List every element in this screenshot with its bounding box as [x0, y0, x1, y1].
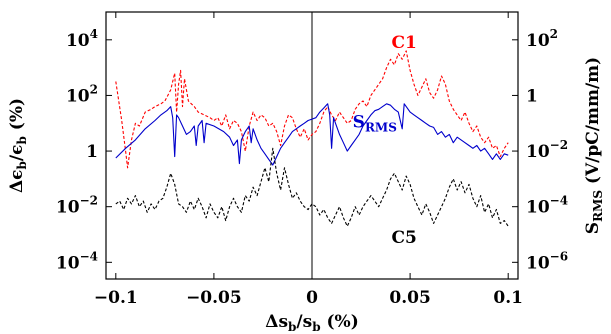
tick-base: 10: [66, 31, 90, 51]
y-left-tick-label: 10−4: [56, 249, 98, 273]
yl-label-mid: /ϵ: [7, 145, 27, 162]
x-label-end: (%): [321, 312, 359, 332]
tick-layer: −0.1 −0.05 0 0.05 0.110−410−2110210410−610−4…: [56, 12, 568, 308]
series-label-s: SRMS: [353, 112, 397, 134]
yl-label-sub2: b: [15, 136, 29, 144]
tick-exponent: −6: [550, 249, 568, 263]
tick-exponent: −4: [550, 194, 568, 208]
x-tick-label: −0.1: [94, 288, 138, 308]
tick-exponent: −2: [80, 194, 98, 208]
tick-exponent: 2: [550, 27, 558, 41]
series-layer: [115, 50, 509, 227]
tick-exponent: 4: [90, 27, 98, 41]
y-right-tick-label: 10−6: [526, 249, 568, 273]
x-axis-label: Δsb/sb (%): [265, 312, 359, 334]
series-label-c1: C1: [392, 33, 417, 53]
y-right-tick-label: 1: [526, 86, 538, 106]
y-left-tick-label: 104: [66, 27, 98, 51]
series-label-main: C5: [392, 228, 417, 248]
tick-base: 10: [526, 142, 550, 162]
series-line-c1: [115, 50, 509, 169]
y-right-tick-label: 10−4: [526, 194, 568, 218]
y-left-axis-label: Δϵb/ϵb (%): [7, 98, 29, 193]
tick-base: 10: [526, 253, 550, 273]
series-label-main: C1: [392, 33, 417, 53]
series-label-c5: C5: [392, 228, 417, 248]
tick-exponent: −4: [80, 249, 98, 263]
tick-base: 1: [526, 86, 538, 106]
y-right-tick-label: 102: [526, 27, 558, 51]
tick-base: 10: [526, 198, 550, 218]
y-left-tick-label: 10−2: [56, 194, 98, 218]
x-tick-label: 0.1: [493, 288, 523, 308]
x-label-sub1: b: [288, 320, 296, 334]
tick-base: 10: [56, 198, 80, 218]
y-right-axis-label: SRMS (V/pC/mm/m): [583, 57, 605, 234]
yr-label-end: (V/pC/mm/m): [583, 57, 603, 190]
x-label-main: Δs: [265, 312, 288, 332]
series-label-main: S: [353, 112, 365, 132]
series-label-sub: RMS: [365, 120, 397, 134]
x-tick-label: 0.05: [389, 288, 430, 308]
series-line-c5: [115, 147, 509, 227]
yr-label-sub: RMS: [591, 190, 605, 222]
x-tick-label: 0: [306, 288, 318, 308]
yl-label-end: (%): [7, 98, 27, 136]
yl-label-sub1: b: [15, 161, 29, 169]
plot-frame-layer: [105, 11, 519, 280]
tick-base: 10: [526, 31, 550, 51]
series-line-s: [115, 103, 509, 166]
y-left-tick-label: 1: [86, 142, 98, 162]
yl-label-main: Δϵ: [7, 169, 27, 193]
y-left-tick-label: 102: [66, 82, 98, 106]
tick-base: 1: [86, 142, 98, 162]
tick-exponent: 2: [90, 82, 98, 96]
y-right-tick-label: 10−2: [526, 138, 568, 162]
x-label-sub2: b: [312, 320, 320, 334]
tick-base: 10: [56, 253, 80, 273]
yr-label-main: S: [583, 222, 603, 234]
x-label-mid: /s: [296, 312, 312, 332]
x-tick-label: −0.05: [186, 288, 242, 308]
tick-base: 10: [66, 86, 90, 106]
tick-exponent: −2: [550, 138, 568, 152]
